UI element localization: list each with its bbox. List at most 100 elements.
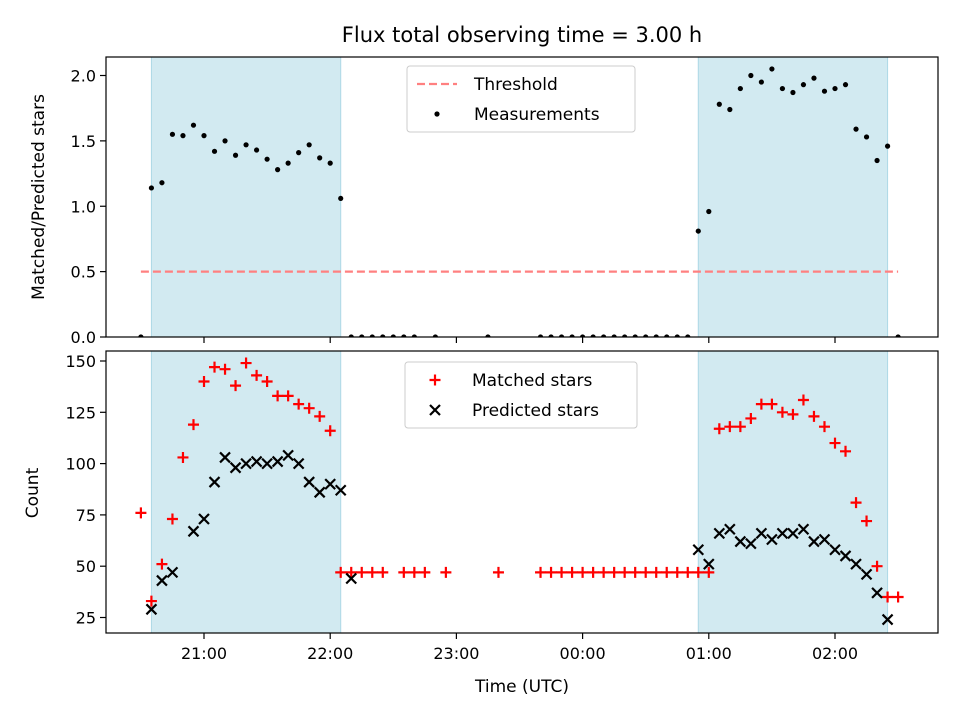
y-tick-label: 50 [76,557,96,576]
data-point [703,566,715,578]
data-point [745,412,757,424]
chart-title: Flux total observing time = 3.00 h [342,23,702,47]
data-point [243,142,249,148]
data-point [703,558,715,570]
data-point [661,566,673,578]
data-point [622,334,628,337]
data-point [411,334,417,337]
data-point [240,357,252,369]
y-tick-label: 0.5 [71,263,96,282]
data-point [345,572,358,585]
data-point [692,544,705,556]
data-point [818,533,831,546]
data-point [811,75,817,81]
data-point [713,423,725,435]
data-point [285,160,291,166]
legend-predicted-swatch [429,404,441,416]
data-point [219,363,231,375]
data-point [201,133,207,139]
data-point [327,160,333,166]
data-point [734,421,746,433]
data-point [766,533,778,546]
data-point [145,595,157,607]
data-point [401,334,407,337]
data-point [293,398,305,410]
data-point [380,334,386,337]
data-point [537,334,544,337]
data-point [871,587,883,599]
data-point [874,157,880,164]
data-point [892,591,904,603]
data-point [345,566,357,578]
legend-label: Predicted stars [472,401,599,421]
legend-label: Matched stars [472,371,592,391]
data-point [629,566,641,578]
series-predicted-stars [145,449,894,626]
data-point [324,478,336,490]
data-point [790,89,796,96]
data-point [177,451,189,463]
series-matched-stars [135,357,904,607]
data-point [250,455,263,468]
x-tick-label: 22:00 [307,644,353,663]
data-point [787,408,799,420]
bottom-panel: 25 50 75 100 125 150 21:00 22:00 23:00 00:00 01:00… [65,350,939,663]
data-point [292,457,305,470]
data-point [209,361,221,373]
data-point [166,513,178,525]
data-point [863,134,870,140]
data-point [219,451,231,464]
data-point [797,523,810,536]
data-point [535,566,547,578]
y-tick-label: 125 [65,403,96,422]
data-point [650,566,662,578]
data-point [566,566,578,578]
data-point [787,527,799,540]
data-point [640,566,652,578]
data-point [821,88,828,94]
data-point [272,390,284,402]
data-point [895,334,901,337]
data-point [408,566,420,578]
x-tick-label: 23:00 [433,644,479,663]
data-point [324,425,336,437]
data-point [251,369,263,381]
y-tick-label: 75 [76,506,96,525]
data-point [587,566,599,578]
data-point [808,410,820,422]
data-point [558,334,565,337]
y-axis-label-top: Matched/Predicted stars [29,94,49,300]
data-point [398,566,410,578]
data-point [240,457,252,470]
y-tick-label: 2.0 [71,67,96,86]
data-point [366,566,378,578]
data-point [682,566,694,578]
data-point [229,461,242,474]
legend-measurements-swatch [434,111,440,117]
y-tick-label: 1.5 [71,132,96,151]
data-point [334,484,347,497]
data-point [208,476,221,488]
data-point [359,334,365,337]
legend-box [404,361,638,429]
data-point [314,410,326,422]
data-point [611,334,617,337]
data-point [548,334,554,337]
data-point [222,138,228,144]
data-point [356,566,368,578]
data-point [190,122,197,128]
data-point [706,208,712,215]
data-point [156,558,168,570]
data-point [169,131,176,137]
data-point [148,185,155,191]
data-point [737,85,743,92]
data-point [264,156,270,162]
x-tick-label: 00:00 [560,644,606,663]
data-point [313,486,326,499]
data-point [303,476,315,488]
data-point [734,535,747,548]
data-point [808,535,820,548]
data-point [832,85,838,92]
data-point [884,143,891,149]
shaded-region-1 [150,351,342,633]
